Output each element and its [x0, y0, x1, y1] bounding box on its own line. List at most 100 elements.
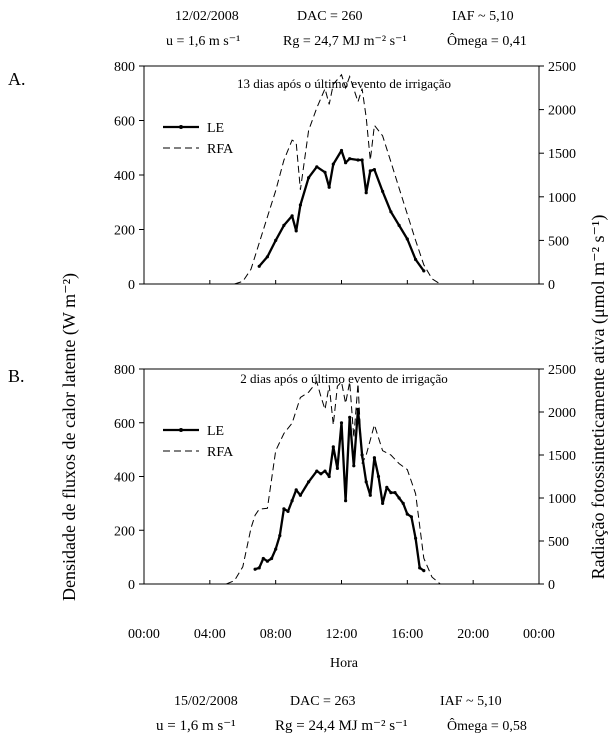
header-bottom-dac: DAC = 263: [290, 694, 355, 709]
le-point-b: [401, 501, 405, 505]
y-left-tick-label-b: 800: [114, 363, 135, 378]
x-tick-label: 00:00: [523, 627, 555, 642]
x-tick-label: 12:00: [326, 627, 358, 642]
y-right-tick-label-b: 500: [548, 535, 569, 550]
le-point-b: [360, 453, 364, 457]
le-point-b: [422, 569, 426, 573]
y-left-tick-label-a: 600: [114, 115, 135, 130]
y-right-tick-label-a: 2500: [548, 60, 576, 75]
legend-le-label-b: LE: [207, 424, 224, 439]
le-point-a: [414, 257, 418, 262]
le-point-b: [270, 556, 274, 561]
y-right-tick-label-a: 1500: [548, 147, 576, 162]
le-point-a: [327, 185, 331, 189]
le-point-b: [323, 469, 327, 473]
le-point-b: [376, 474, 381, 479]
le-point-b: [335, 466, 339, 470]
le-point-a: [307, 176, 311, 180]
le-point-a: [372, 168, 376, 172]
y-axis-left-title: Densidade de fluxos de calor latente (W …: [59, 273, 80, 601]
y-right-tick-label-b: 1000: [548, 492, 576, 507]
y-right-tick-label-b: 0: [548, 578, 555, 593]
le-point-b: [372, 456, 376, 460]
le-point-b: [315, 469, 319, 473]
le-point-b: [352, 464, 356, 468]
le-point-b: [344, 499, 348, 503]
header-top-iaf: IAF ~ 5,10: [452, 9, 514, 24]
le-point-a: [294, 229, 298, 233]
x-tick-label: 00:00: [128, 627, 160, 642]
y-right-tick-label-a: 500: [548, 234, 569, 249]
y-left-tick-label-a: 400: [114, 169, 135, 184]
panel-a: 0 200 400 600 800 0 500 1000 1500 2000 2500 LE RFA: [114, 60, 576, 293]
legend-rfa-label-b: RFA: [207, 445, 234, 460]
le-point-b: [286, 509, 290, 513]
header-top-omega: Ômega = 0,41: [447, 32, 527, 49]
y-right-tick-label-b: 2500: [548, 363, 576, 378]
header-top-dac: DAC = 260: [297, 9, 362, 24]
header-top-date: 12/02/2008: [175, 9, 239, 24]
le-point-b: [307, 480, 311, 484]
le-point-b: [290, 499, 294, 503]
legend-rfa-label-a: RFA: [207, 142, 234, 157]
le-point-b: [389, 491, 393, 495]
le-point-a: [360, 158, 364, 162]
le-point-b: [368, 493, 372, 497]
le-point-a: [368, 169, 372, 173]
le-point-a: [323, 170, 327, 174]
panel-b-label: B.: [8, 366, 25, 386]
y-left-tick-label-a: 0: [128, 278, 135, 293]
le-point-b: [331, 445, 335, 449]
y-left-tick-label-a: 800: [114, 60, 135, 75]
le-point-b: [278, 534, 282, 538]
x-tick-label: 16:00: [391, 627, 423, 642]
le-point-b: [253, 567, 257, 571]
plot-frame-b: [143, 368, 540, 585]
y-left-tick-label-b: 200: [114, 524, 135, 539]
header-bottom-rg: Rg = 24,4 MJ m⁻² s⁻¹: [275, 718, 407, 734]
le-point-a: [257, 264, 261, 268]
le-point-b: [418, 566, 422, 570]
le-point-b: [414, 536, 418, 540]
y-right-tick-label-a: 0: [548, 278, 555, 293]
legend-le-marker-a: [179, 125, 183, 129]
le-point-a: [315, 165, 319, 169]
le-point-a: [348, 157, 352, 161]
x-tick-label: 04:00: [194, 627, 226, 642]
header-bottom-omega: Ômega = 0,58: [447, 717, 527, 734]
le-point-a: [282, 223, 286, 227]
y-right-tick-label-b: 1500: [548, 449, 576, 464]
header-top: 12/02/2008 DAC = 260 IAF ~ 5,10 u = 1,6 …: [166, 9, 527, 49]
panel-b-title: 2 dias após o último evento de irrigação: [240, 371, 448, 386]
y-left-tick-label-b: 400: [114, 471, 135, 486]
le-point-b: [274, 547, 278, 551]
le-point-b: [294, 488, 298, 492]
x-tick-label: 08:00: [260, 627, 292, 642]
plot-frame-a: [143, 65, 540, 285]
x-axis-title: Hora: [330, 656, 359, 671]
le-point-a: [405, 237, 409, 241]
y-right-tick-label-a: 2000: [548, 104, 576, 119]
x-tick-label: 20:00: [457, 627, 489, 642]
header-top-wind: u = 1,6 m s⁻¹: [166, 34, 240, 49]
y-right-tick-label-b: 2000: [548, 406, 576, 421]
series-le-a: [258, 149, 425, 272]
le-point-a: [265, 255, 269, 259]
le-point-b: [265, 559, 269, 563]
header-bottom-iaf: IAF ~ 5,10: [440, 694, 502, 709]
le-point-b: [356, 407, 360, 411]
le-point-b: [339, 421, 344, 425]
le-point-b: [381, 501, 385, 505]
header-bottom-wind: u = 1,6 m s⁻¹: [156, 718, 236, 734]
le-point-a: [356, 158, 360, 162]
le-point-b: [282, 507, 286, 511]
le-point-a: [397, 223, 401, 227]
le-point-b: [261, 556, 265, 561]
x-axis-ticks: 00:00 04:00 08:00 12:00 16:00 20:00 00:00: [128, 627, 555, 642]
y-left-tick-label-a: 200: [114, 224, 135, 239]
le-point-a: [331, 162, 335, 166]
le-point-b: [393, 491, 397, 495]
legend-le-marker-b: [179, 428, 183, 432]
header-bottom-date: 15/02/2008: [174, 694, 238, 709]
